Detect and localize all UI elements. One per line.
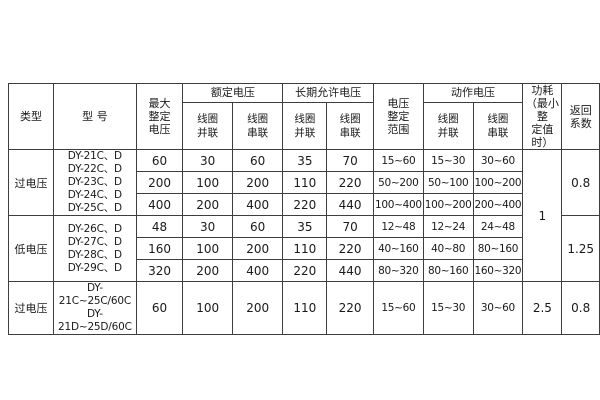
header-max-setting-voltage: 最大 整定 电压 bbox=[135, 83, 184, 150]
relay-spec-table: 类型 型 号 最大 整定 电压 额定电压 长期允许电压 电压 整定 范围 动作电… bbox=[7, 83, 600, 335]
table-cell: 400 bbox=[231, 259, 284, 282]
table-cell: 80~320 bbox=[372, 259, 424, 282]
header-longterm-coil-parallel: 线圈 并联 bbox=[282, 101, 328, 151]
table-cell: 440 bbox=[326, 193, 374, 216]
power-cell: 2.5 bbox=[522, 281, 563, 335]
table-cell: 200 bbox=[182, 193, 233, 216]
table-cell: 60 bbox=[135, 149, 184, 172]
table-cell: 110 bbox=[282, 171, 328, 194]
header-rated-coil-series: 线圈 串联 bbox=[231, 101, 284, 151]
type-cell-overvoltage: 过电压 bbox=[7, 149, 55, 216]
model-cell: DY-21C~25C/60C DY-21D~25D/60C bbox=[53, 281, 137, 335]
table-cell: 220 bbox=[326, 281, 374, 335]
table-cell: 110 bbox=[282, 237, 328, 260]
header-row-groups: 类型 型 号 最大 整定 电压 额定电压 长期允许电压 电压 整定 范围 动作电… bbox=[7, 83, 600, 150]
header-operating-coil-parallel: 线圈 并联 bbox=[422, 101, 474, 151]
table-cell: 160 bbox=[135, 237, 184, 260]
type-cell-undervoltage: 低电压 bbox=[7, 215, 55, 282]
header-row-subcolumns: 线圈 并联 线圈 串联 线圈 并联 线圈 串联 线圈 并联 线圈 串联 bbox=[9, 101, 600, 151]
return-coeff-cell: 1.25 bbox=[561, 215, 600, 282]
table-cell: 160~320 bbox=[472, 259, 524, 282]
table-cell: 60 bbox=[231, 149, 284, 172]
table-cell: 50~200 bbox=[372, 171, 424, 194]
table-cell: 440 bbox=[326, 259, 374, 282]
table-cell: 100~400 bbox=[372, 193, 424, 216]
model-cell: DY-21C、D DY-22C、D DY-23C、D DY-24C、D DY-2… bbox=[53, 149, 137, 216]
table-cell: 100 bbox=[182, 171, 233, 194]
table-cell: 30 bbox=[182, 149, 233, 172]
table-cell: 30~60 bbox=[472, 281, 524, 335]
table-row: 过电压 DY-21C、D DY-22C、D DY-23C、D DY-24C、D … bbox=[7, 149, 600, 282]
table-cell: 100 bbox=[182, 281, 233, 335]
table-cell: 100~200 bbox=[472, 171, 524, 194]
table-cell: 200 bbox=[182, 259, 233, 282]
table-cell: 80~160 bbox=[472, 237, 524, 260]
table-row: 过电压 DY-21C~25C/60C DY-21D~25D/60C 60 100… bbox=[7, 281, 600, 335]
table-row: 低电压 DY-26C、D DY-27C、D DY-28C、D DY-29C、D … bbox=[7, 215, 600, 282]
table-cell: 70 bbox=[326, 149, 374, 172]
header-model: 型 号 bbox=[53, 83, 137, 150]
table-cell: 200 bbox=[231, 237, 284, 260]
table-cell: 70 bbox=[326, 215, 374, 238]
return-coeff-cell: 0.8 bbox=[561, 281, 600, 335]
return-coeff-cell: 0.8 bbox=[561, 149, 600, 216]
table-cell: 35 bbox=[282, 149, 328, 172]
header-operating-coil-series: 线圈 串联 bbox=[472, 101, 524, 151]
table-row: 160 100 200 110 220 40~160 40~80 80~160 bbox=[9, 237, 600, 260]
table-cell: 200~400 bbox=[472, 193, 524, 216]
table-cell: 12~24 bbox=[422, 215, 474, 238]
table-cell: 100~200 bbox=[422, 193, 474, 216]
table-cell: 15~30 bbox=[422, 281, 474, 335]
table-cell: 200 bbox=[135, 171, 184, 194]
table-cell: 60 bbox=[231, 215, 284, 238]
table-cell: 12~48 bbox=[372, 215, 424, 238]
type-cell-overvoltage: 过电压 bbox=[7, 281, 55, 335]
table-cell: 60 bbox=[135, 281, 184, 335]
table-cell: 400 bbox=[231, 193, 284, 216]
header-operating-voltage: 动作电压 bbox=[422, 83, 524, 103]
header-return-coefficient: 返回 系数 bbox=[561, 83, 600, 150]
table-cell: 30 bbox=[182, 215, 233, 238]
table-cell: 24~48 bbox=[472, 215, 524, 238]
table-cell: 220 bbox=[282, 193, 328, 216]
table-cell: 220 bbox=[326, 171, 374, 194]
header-rated-coil-parallel: 线圈 并联 bbox=[182, 101, 233, 151]
table-cell: 80~160 bbox=[422, 259, 474, 282]
model-cell: DY-26C、D DY-27C、D DY-28C、D DY-29C、D bbox=[53, 215, 137, 282]
table-cell: 50~100 bbox=[422, 171, 474, 194]
table-cell: 100 bbox=[182, 237, 233, 260]
table-cell: 15~30 bbox=[422, 149, 474, 172]
header-rated-voltage: 额定电压 bbox=[182, 83, 284, 103]
header-longterm-voltage: 长期允许电压 bbox=[282, 83, 374, 103]
table-cell: 110 bbox=[282, 281, 328, 335]
table-cell: 40~160 bbox=[372, 237, 424, 260]
header-longterm-coil-series: 线圈 串联 bbox=[326, 101, 374, 151]
table-cell: 30~60 bbox=[472, 149, 524, 172]
table-cell: 400 bbox=[135, 193, 184, 216]
table-cell: 48 bbox=[135, 215, 184, 238]
table-cell: 200 bbox=[231, 171, 284, 194]
header-power-consumption: 功耗 （最小整 定值时） bbox=[522, 83, 563, 150]
table-cell: 15~60 bbox=[372, 281, 424, 335]
header-voltage-setting-range: 电压 整定 范围 bbox=[372, 83, 424, 150]
table-row: 400 200 400 220 440 100~400 100~200 200~… bbox=[9, 193, 600, 216]
table-cell: 15~60 bbox=[372, 149, 424, 172]
table-cell: 35 bbox=[282, 215, 328, 238]
header-type: 类型 bbox=[7, 83, 55, 150]
table-cell: 40~80 bbox=[422, 237, 474, 260]
table-cell: 200 bbox=[231, 281, 284, 335]
relay-spec-table-container: 类型 型 号 最大 整定 电压 额定电压 长期允许电压 电压 整定 范围 动作电… bbox=[7, 83, 600, 335]
power-cell-groups: 1 bbox=[522, 149, 563, 282]
table-cell: 220 bbox=[282, 259, 328, 282]
table-cell: 220 bbox=[326, 237, 374, 260]
table-cell: 320 bbox=[135, 259, 184, 282]
